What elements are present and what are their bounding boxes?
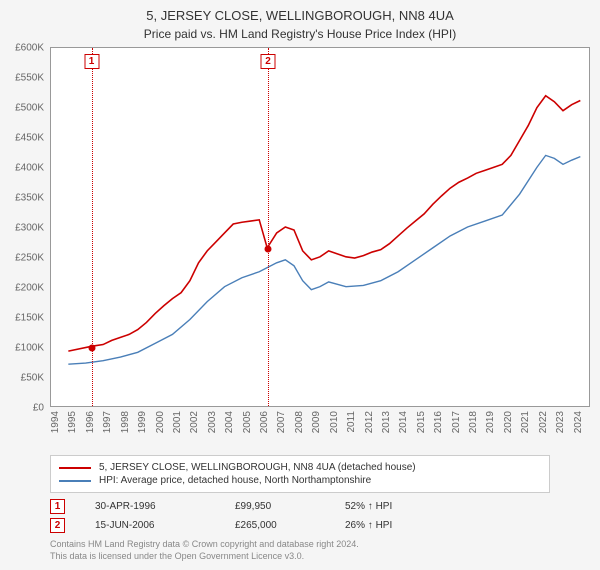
chart-container: 5, JERSEY CLOSE, WELLINGBOROUGH, NN8 4UA… — [0, 0, 600, 562]
y-tick-label: £200K — [15, 283, 44, 294]
marker-row-badge: 1 — [50, 499, 65, 514]
legend: 5, JERSEY CLOSE, WELLINGBOROUGH, NN8 4UA… — [50, 455, 550, 493]
x-tick-label: 1994 — [50, 411, 61, 433]
y-axis: £0£50K£100K£150K£200K£250K£300K£350K£400… — [0, 48, 48, 408]
y-tick-label: £600K — [15, 43, 44, 54]
footer: Contains HM Land Registry data © Crown c… — [50, 539, 550, 562]
marker-price: £99,950 — [235, 501, 315, 512]
x-tick-label: 2005 — [242, 411, 253, 433]
legend-swatch — [59, 467, 91, 469]
marker-dot — [88, 345, 95, 352]
marker-badge: 2 — [261, 54, 276, 69]
y-tick-label: £300K — [15, 223, 44, 234]
x-tick-label: 2014 — [398, 411, 409, 433]
x-tick-label: 2009 — [311, 411, 322, 433]
x-tick-label: 2013 — [381, 411, 392, 433]
marker-row: 1 30-APR-1996 £99,950 52% ↑ HPI — [50, 497, 550, 516]
x-tick-label: 2024 — [573, 411, 584, 433]
y-tick-label: £150K — [15, 313, 44, 324]
y-tick-label: £400K — [15, 163, 44, 174]
legend-swatch — [59, 480, 91, 482]
plot-area: 12 — [50, 47, 590, 407]
y-tick-label: £450K — [15, 133, 44, 144]
legend-row: HPI: Average price, detached house, Nort… — [59, 474, 541, 487]
x-tick-label: 2002 — [189, 411, 200, 433]
y-tick-label: £550K — [15, 73, 44, 84]
x-tick-label: 2007 — [276, 411, 287, 433]
x-tick-label: 2023 — [555, 411, 566, 433]
x-tick-label: 2011 — [346, 411, 357, 433]
x-tick-label: 2003 — [207, 411, 218, 433]
x-tick-label: 2020 — [503, 411, 514, 433]
marker-date: 15-JUN-2006 — [95, 520, 205, 531]
x-tick-label: 1996 — [85, 411, 96, 433]
x-tick-label: 2008 — [294, 411, 305, 433]
footer-line1: Contains HM Land Registry data © Crown c… — [50, 539, 550, 551]
footer-line2: This data is licensed under the Open Gov… — [50, 551, 550, 563]
x-axis: 1994 1995 1996 1997 1998 1999 2000 2001 2002 2003… — [50, 407, 590, 449]
x-tick-label: 1998 — [120, 411, 131, 433]
x-tick-label: 2001 — [172, 411, 183, 433]
x-tick-label: 2018 — [468, 411, 479, 433]
x-tick-label: 1999 — [137, 411, 148, 433]
x-tick-label: 2017 — [451, 411, 462, 433]
marker-row: 2 15-JUN-2006 £265,000 26% ↑ HPI — [50, 516, 550, 535]
marker-pct: 26% ↑ HPI — [345, 520, 392, 531]
x-tick-label: 2004 — [224, 411, 235, 433]
series-line — [68, 96, 580, 351]
y-tick-label: £0 — [33, 403, 44, 414]
x-tick-label: 2010 — [329, 411, 340, 433]
marker-dot — [265, 246, 272, 253]
marker-vline — [268, 48, 269, 406]
x-tick-label: 2015 — [416, 411, 427, 433]
marker-pct: 52% ↑ HPI — [345, 501, 392, 512]
y-tick-label: £350K — [15, 193, 44, 204]
y-tick-label: £100K — [15, 343, 44, 354]
y-tick-label: £500K — [15, 103, 44, 114]
x-tick-label: 2022 — [538, 411, 549, 433]
plot-svg — [51, 48, 589, 406]
x-tick-label: 1995 — [67, 411, 78, 433]
x-tick-label: 2000 — [155, 411, 166, 433]
x-tick-label: 2019 — [485, 411, 496, 433]
x-tick-label: 1997 — [102, 411, 113, 433]
marker-table: 1 30-APR-1996 £99,950 52% ↑ HPI 2 15-JUN-2006… — [50, 497, 550, 535]
marker-row-badge: 2 — [50, 518, 65, 533]
chart-title: 5, JERSEY CLOSE, WELLINGBOROUGH, NN8 4UA — [0, 0, 600, 23]
legend-label: 5, JERSEY CLOSE, WELLINGBOROUGH, NN8 4UA… — [99, 462, 416, 473]
chart-subtitle: Price paid vs. HM Land Registry's House … — [0, 23, 600, 47]
x-tick-label: 2021 — [520, 411, 531, 433]
series-line — [68, 155, 580, 364]
legend-row: 5, JERSEY CLOSE, WELLINGBOROUGH, NN8 4UA… — [59, 461, 541, 474]
marker-vline — [92, 48, 93, 406]
x-tick-label: 2006 — [259, 411, 270, 433]
marker-date: 30-APR-1996 — [95, 501, 205, 512]
marker-price: £265,000 — [235, 520, 315, 531]
y-tick-label: £50K — [21, 373, 44, 384]
x-tick-label: 2016 — [433, 411, 444, 433]
marker-badge: 1 — [84, 54, 99, 69]
legend-label: HPI: Average price, detached house, Nort… — [99, 475, 371, 486]
x-tick-label: 2012 — [364, 411, 375, 433]
y-tick-label: £250K — [15, 253, 44, 264]
